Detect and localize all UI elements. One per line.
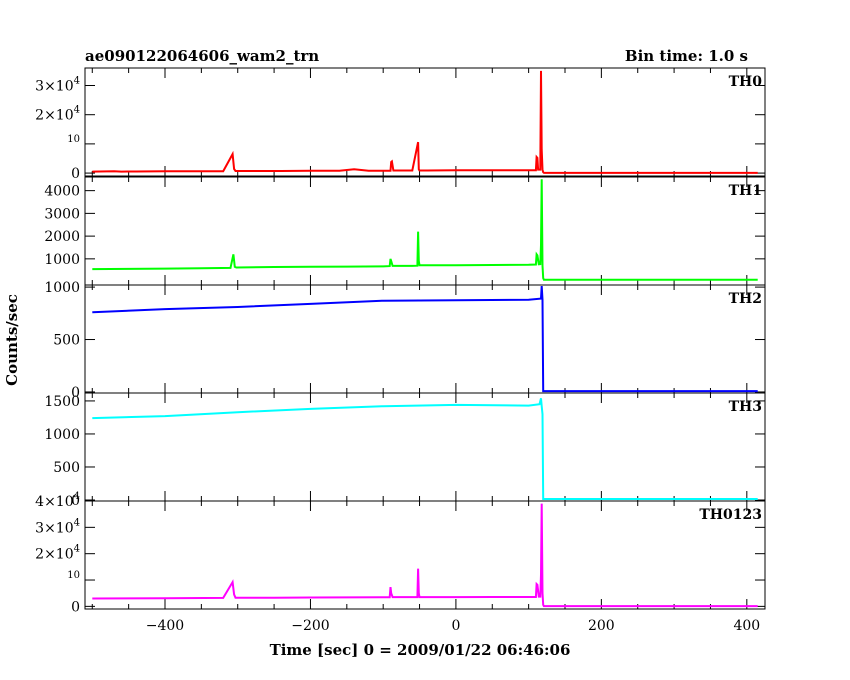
panel-th0: 0 10 2×104 3×104 TH0 — [35, 67, 766, 182]
y-tick-label: 4×104 — [35, 491, 80, 510]
panel-name-label: TH0123 — [699, 507, 762, 523]
y-tick-label: 10 — [67, 134, 80, 145]
panel-frame — [84, 67, 766, 177]
series-line-th0 — [92, 70, 758, 174]
series-line-th2 — [92, 285, 758, 393]
x-tick-label: 400 — [733, 618, 760, 634]
panel-th1: 1000 2000 3000 4000 TH1 — [44, 176, 766, 286]
panel-name-label: TH1 — [729, 183, 762, 199]
y-tick-label: 1500 — [44, 394, 80, 410]
panel-frame — [84, 500, 766, 610]
x-tick-label: −400 — [146, 618, 184, 634]
y-axis-label: Counts/sec — [3, 294, 21, 386]
y-tick-label: 1000 — [44, 280, 80, 296]
y-tick-label: 500 — [53, 333, 80, 349]
panel-th3: 0 500 1000 1500 TH3 — [44, 392, 766, 509]
y-tick-label: 10 — [67, 570, 80, 581]
x-axis-label: Time [sec] 0 = 2009/01/22 06:46:06 — [270, 641, 571, 659]
y-tick-label: 0 — [71, 385, 80, 401]
x-tick-label: 0 — [451, 618, 460, 634]
panel-name-label: TH0 — [729, 74, 763, 90]
x-tick-label: 200 — [588, 618, 615, 634]
panel-th0123: 0 10 2×104 3×104 4×104 TH0123 — [35, 491, 766, 615]
y-tick-label: 1000 — [44, 252, 80, 268]
series-line-th1 — [92, 179, 758, 281]
y-tick-label: 3000 — [44, 206, 80, 222]
y-tick-label: 2×104 — [35, 544, 80, 563]
panel-name-label: TH2 — [729, 291, 762, 307]
x-tick-label: −200 — [291, 618, 329, 634]
bin-time-label: Bin time: 1.0 s — [625, 47, 748, 65]
y-tick-label: 0 — [71, 493, 80, 509]
series-line-th3 — [92, 398, 758, 500]
chart-title: ae090122064606_wam2_trn — [85, 47, 319, 65]
y-tick-label: 3×104 — [35, 76, 80, 95]
y-tick-label: 4000 — [44, 184, 80, 200]
panel-name-label: TH3 — [729, 399, 762, 415]
series-line-th0123 — [92, 503, 758, 608]
y-tick-label: 1000 — [44, 427, 80, 443]
panel-frame — [84, 392, 766, 502]
y-tick-label: 0 — [71, 599, 80, 615]
y-tick-label: 2×104 — [35, 105, 80, 124]
y-tick-label: 0 — [71, 166, 80, 182]
y-tick-label: 2000 — [44, 229, 80, 245]
panel-th2: 0 500 1000 TH2 — [44, 280, 766, 401]
y-tick-label: 500 — [53, 460, 80, 476]
y-tick-label: 3×104 — [35, 517, 80, 536]
